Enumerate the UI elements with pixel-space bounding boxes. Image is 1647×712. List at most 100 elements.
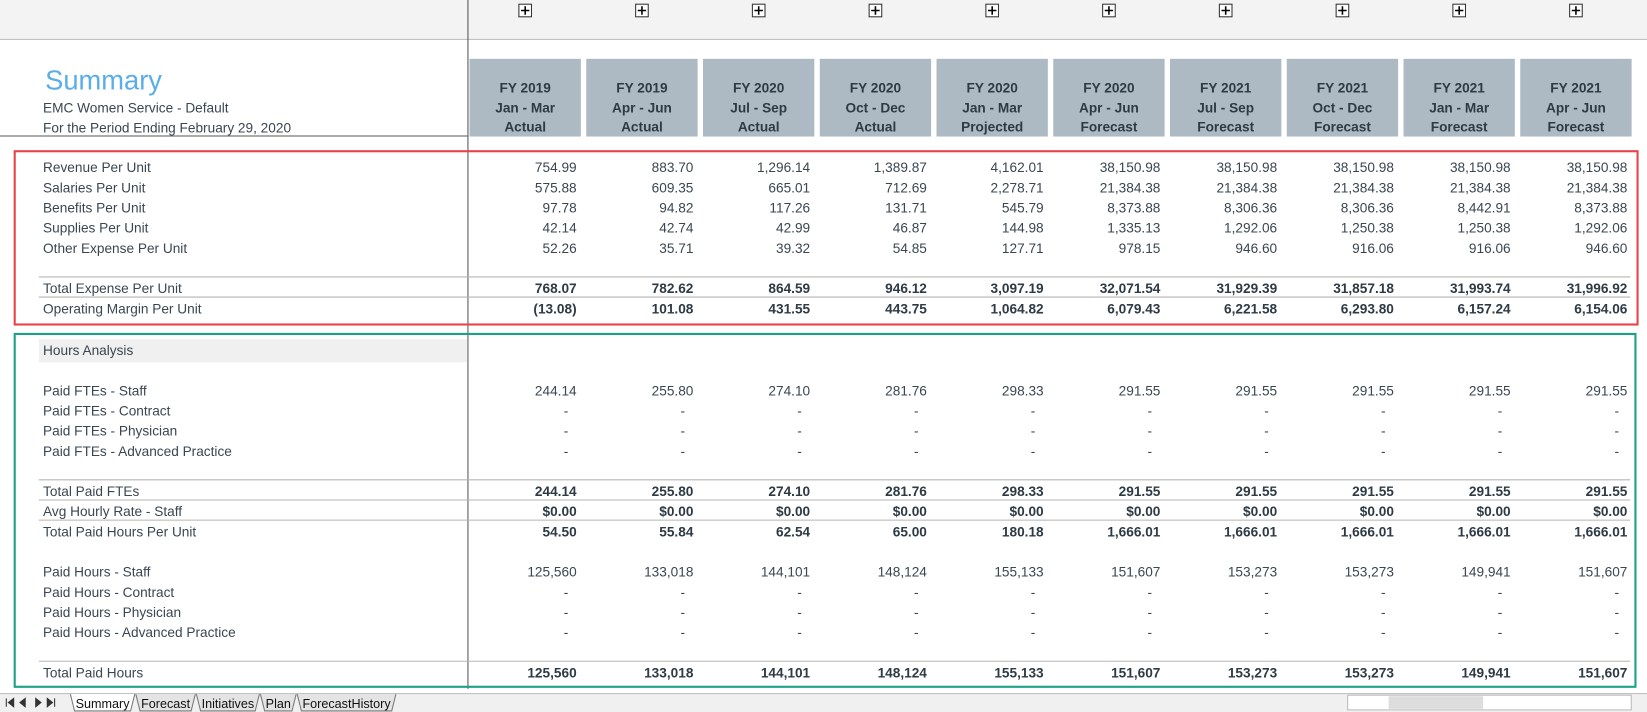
cell-value: 946.60 [1235,241,1277,256]
column-header [1403,58,1515,137]
cell-value: 144,101 [761,666,811,681]
cell-value: 153,273 [1228,565,1277,580]
cell-value: 55.84 [659,524,694,539]
cell-value: $0.00 [776,504,811,519]
cell-value: 131.71 [885,201,927,216]
cell-value: 6,154.06 [1574,301,1628,316]
cell-value: - [1614,424,1619,439]
cell-value: $0.00 [1477,504,1512,519]
cell-value: 21,384.38 [1450,180,1511,195]
sheet-tab[interactable] [69,694,136,712]
sheet-tab-label[interactable]: Plan [266,697,291,711]
cell-value: 155,133 [994,666,1044,681]
cell-value: 21,384.38 [1567,180,1628,195]
cell-value: 31,993.74 [1450,281,1511,296]
sheet-tab-label[interactable]: ForecastHistory [302,697,391,711]
cell-value: 32,071.54 [1100,281,1161,296]
cell-value: 1,666.01 [1458,524,1512,539]
cell-value: 65.00 [893,524,928,539]
cell-value: 8,373.88 [1107,201,1160,216]
cell-value: 2,278.71 [991,180,1044,195]
cell-value: 768.07 [535,281,577,296]
cell-value: $0.00 [893,504,928,519]
cell-value: - [680,605,685,620]
cell-value: - [1498,444,1503,459]
row-label: Salaries Per Unit [43,180,146,195]
cell-value: 42.14 [543,221,578,236]
cell-value: 291.55 [1352,383,1394,398]
plus-icon[interactable] [1571,6,1581,15]
sheet-tab[interactable] [296,694,397,712]
cell-value: $0.00 [659,504,694,519]
cell-value: 1,666.01 [1107,524,1161,539]
cell-value: 151,607 [1111,666,1160,681]
column-header [1170,58,1282,137]
plus-icon[interactable] [1104,6,1114,15]
cell-value: $0.00 [1126,504,1161,519]
cell-value: 31,929.39 [1216,281,1277,296]
column-header [703,58,815,137]
plus-icon[interactable] [754,6,763,15]
cell-value: 1,250.38 [1341,221,1394,236]
cell-value: 97.78 [543,201,577,216]
cell-value: 52.26 [543,241,577,256]
cell-value: - [797,403,802,418]
row-label: Paid Hours - Advanced Practice [43,625,236,640]
cell-value: 1,292.06 [1224,221,1277,236]
plus-icon[interactable] [520,6,530,15]
sheet-tab-label[interactable]: Initiatives [202,697,255,711]
column-months: Jan - Mar [495,100,556,115]
column-kind: Forecast [1081,119,1138,134]
cell-value: 946.60 [1586,241,1628,256]
cell-value: $0.00 [1010,504,1045,519]
cell-value: 291.55 [1469,484,1511,499]
sheet-tab[interactable] [195,694,260,712]
plus-icon[interactable] [987,6,997,15]
cell-value: - [797,625,802,640]
sheet-nav[interactable] [5,697,56,708]
cell-value: 127.71 [1002,241,1044,256]
column-kind: Forecast [1314,119,1371,134]
cell-value: 443.75 [885,301,927,316]
cell-value: 298.33 [1002,484,1044,499]
plus-icon[interactable] [1338,6,1347,15]
cell-value: - [914,444,919,459]
cell-value: 4,162.01 [991,160,1044,175]
cell-value: - [564,625,569,640]
cell-value: - [1264,605,1269,620]
sheet-tab[interactable] [259,694,297,712]
column-year: FY 2020 [733,80,785,95]
plus-icon[interactable] [871,6,880,15]
cell-value: 575.88 [535,180,577,195]
cell-value: 6,221.58 [1224,301,1278,316]
column-year: FY 2021 [1550,80,1602,95]
cell-value: - [564,444,569,459]
column-header [819,58,932,137]
tab-bar [0,693,1647,712]
plus-icon[interactable] [1221,6,1230,15]
sheet-tab[interactable] [135,694,196,712]
cell-value: 148,124 [878,666,928,681]
cell-value: - [564,424,569,439]
row-label: Benefits Per Unit [43,201,146,216]
cell-value: 1,666.01 [1341,524,1395,539]
cell-value: - [1031,585,1036,600]
sheet-tab-label[interactable]: Forecast [141,697,190,711]
cell-value: - [1264,625,1269,640]
cell-value: 21,384.38 [1333,180,1394,195]
sheet-tab-label[interactable]: Summary [76,697,131,711]
cell-value: - [1147,585,1152,600]
cell-value: 291.55 [1235,484,1277,499]
cell-value: $0.00 [1593,504,1628,519]
title: Summary [45,64,162,95]
cell-value: 916.06 [1469,241,1511,256]
plus-icon[interactable] [637,6,647,15]
section-band [38,339,468,363]
cell-value: 255.80 [652,383,694,398]
cell-value: - [1614,605,1619,620]
column-header [586,58,698,137]
cell-value: 149,941 [1461,666,1511,681]
plus-icon[interactable] [1454,6,1464,15]
scroll-thumb[interactable] [1388,696,1484,709]
column-kind: Forecast [1431,119,1488,134]
